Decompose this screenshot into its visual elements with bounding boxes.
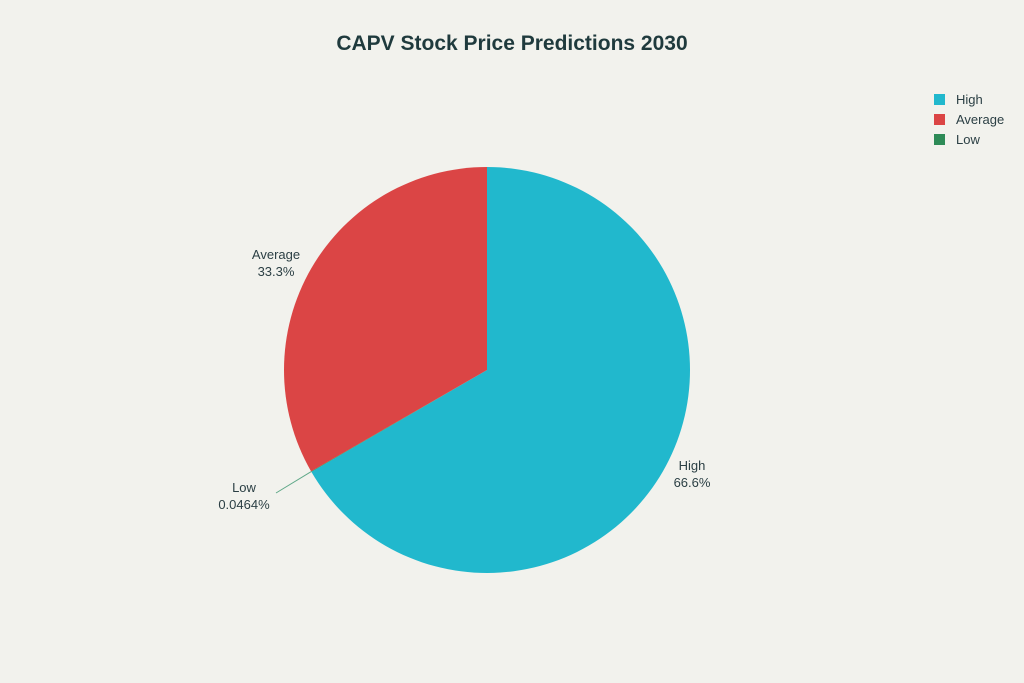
- legend-label-low: Low: [956, 132, 980, 147]
- pie-slice-low: [311, 370, 487, 472]
- legend-swatch-high: [934, 94, 945, 105]
- slice-label-average: Average 33.3%: [252, 247, 300, 279]
- slice-label-low: Low 0.0464%: [218, 480, 270, 512]
- legend-swatch-average: [934, 114, 945, 125]
- pie-slice-average: [284, 167, 487, 472]
- legend: High Average Low: [934, 92, 1004, 147]
- chart-title: CAPV Stock Price Predictions 2030: [336, 32, 687, 55]
- legend-label-high: High: [956, 92, 983, 107]
- legend-swatch-low: [934, 134, 945, 145]
- pie-slice-high: [311, 167, 691, 573]
- slice-label-high: High 66.6%: [674, 458, 711, 490]
- leader-line-low: [275, 471, 312, 494]
- legend-label-average: Average: [956, 112, 1004, 127]
